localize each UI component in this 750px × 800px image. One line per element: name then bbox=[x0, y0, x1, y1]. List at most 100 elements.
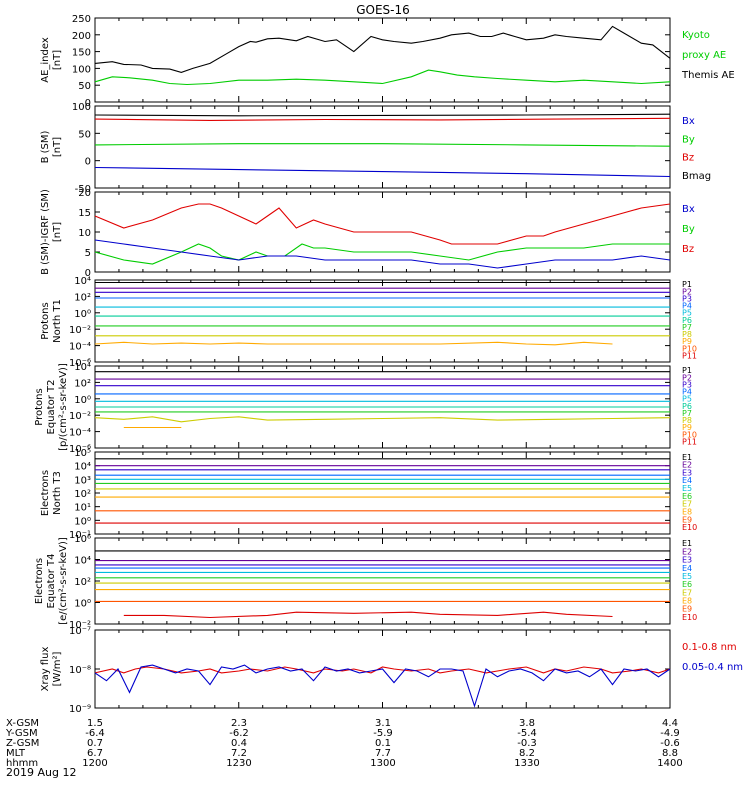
y-tick-label: 200 bbox=[72, 31, 91, 42]
y-tick-label: 10⁰ bbox=[74, 516, 91, 527]
legend-e2: E2 bbox=[682, 547, 692, 556]
y-tick-label: 10⁶ bbox=[74, 534, 91, 545]
ephem-label-z-gsm: Z-GSM bbox=[6, 738, 39, 749]
legend-p2: P2 bbox=[682, 287, 692, 296]
y-tick-label: 10⁻² bbox=[69, 620, 91, 631]
date-label: 2019 Aug 12 bbox=[6, 766, 76, 779]
legend-bx: Bx bbox=[682, 204, 695, 215]
panel-2: -50 0 50 100 B (SM) [nT] Bx By Bz Bmag bbox=[40, 102, 711, 195]
legend-kyoto-proxy-ae: proxy AE bbox=[682, 50, 726, 61]
ephem-value: -4.9 bbox=[660, 728, 680, 739]
legend-e3: E3 bbox=[682, 556, 692, 565]
legend-e10: E10 bbox=[682, 523, 697, 532]
ephem-value: 0.4 bbox=[231, 738, 247, 749]
ephem-value: 8.2 bbox=[519, 748, 535, 759]
series-e10 bbox=[123, 611, 613, 619]
legend-by: By bbox=[682, 224, 695, 235]
legend-p5: P5 bbox=[682, 395, 692, 404]
series-bz bbox=[94, 203, 671, 245]
plot-title: GOES-16 bbox=[356, 3, 410, 17]
legend-p5: P5 bbox=[682, 309, 692, 318]
ephem-value: 7.7 bbox=[375, 748, 391, 759]
y-axis-label: [nT] bbox=[52, 137, 63, 157]
legend-p7: P7 bbox=[682, 409, 692, 418]
y-axis-label: [W/m²] bbox=[52, 651, 63, 686]
panel-7: 10⁻² 10⁰ 10² 10⁴ 10⁶ Electrons Equator T4 [e/(c… bbox=[34, 534, 697, 631]
legend-by: By bbox=[682, 134, 695, 145]
legend-bz: Bz bbox=[682, 244, 694, 255]
panel-1: 0 50 100 150 200 250 AE_index [nT] Kyoto proxy AE… bbox=[40, 14, 735, 109]
y-tick-label: 100 bbox=[72, 64, 91, 75]
legend-p4: P4 bbox=[682, 388, 692, 397]
y-tick-label: 10⁴ bbox=[74, 556, 91, 567]
panel-frame bbox=[94, 17, 671, 103]
panel-frame bbox=[94, 105, 671, 189]
y-tick-label: 10² bbox=[74, 378, 91, 389]
y-tick-label: 50 bbox=[78, 129, 91, 140]
y-tick-label: 10⁻² bbox=[69, 325, 91, 336]
legend-p9: P9 bbox=[682, 423, 692, 432]
series-p9 bbox=[94, 341, 613, 346]
legend-p6: P6 bbox=[682, 402, 692, 411]
series-bmag bbox=[94, 113, 671, 117]
panel-8: 10⁻⁹ 10⁻⁸ 10⁻⁷ Xray flux [W/m²] 0.1-0.8 nm 0.0… bbox=[40, 626, 743, 715]
legend-e5: E5 bbox=[682, 484, 692, 493]
legend-p10: P10 bbox=[682, 344, 697, 353]
panel-4: 10⁻⁶ 10⁻⁴ 10⁻² 10⁰ 10² 10⁴ Protons North T1 P1P2… bbox=[40, 276, 697, 369]
legend-e6: E6 bbox=[682, 580, 692, 589]
ephem-value: 0.1 bbox=[375, 738, 391, 749]
series-bx bbox=[94, 239, 671, 269]
y-tick-label: 10⁰ bbox=[74, 309, 91, 320]
ephem-value: 1.5 bbox=[87, 718, 103, 729]
y-axis-label: Electrons bbox=[34, 558, 45, 604]
legend-e5: E5 bbox=[682, 572, 692, 581]
y-tick-label: 10³ bbox=[74, 475, 91, 486]
series-by bbox=[94, 243, 670, 265]
y-tick-label: 10⁰ bbox=[74, 599, 91, 610]
y-tick-label: 10 bbox=[78, 228, 91, 239]
panel-6: 10⁻¹ 10⁰ 10¹ 10² 10³ 10⁴ 10⁵ Electrons North T3 E… bbox=[40, 448, 697, 541]
y-tick-label: 10⁴ bbox=[74, 462, 91, 473]
panel-5: 10⁻⁶ 10⁻⁴ 10⁻² 10⁰ 10² 10⁴ Protons Equator T2 [p… bbox=[34, 362, 697, 455]
legend-e8: E8 bbox=[682, 597, 692, 606]
y-tick-label: 10¹ bbox=[74, 503, 91, 514]
ephem-value: -6.4 bbox=[85, 728, 105, 739]
y-tick-label: 50 bbox=[78, 81, 91, 92]
legend-p4: P4 bbox=[682, 302, 692, 311]
legend-bz: Bz bbox=[682, 153, 694, 164]
legend-p1: P1 bbox=[682, 366, 692, 375]
y-tick-label: 10⁻⁶ bbox=[69, 358, 91, 369]
ephem-value: -0.3 bbox=[517, 738, 537, 749]
legend-p2: P2 bbox=[682, 373, 692, 382]
series-0-05-0-4-nm bbox=[94, 664, 671, 708]
y-tick-label: 10⁻⁹ bbox=[69, 704, 91, 715]
legend-e9: E9 bbox=[682, 515, 692, 524]
y-axis-label: Protons bbox=[40, 302, 51, 339]
ephem-value: 4.4 bbox=[662, 718, 678, 729]
legend-0-1-0-8-nm: 0.1-0.8 nm bbox=[682, 642, 737, 653]
ephem-value: 1330 bbox=[514, 758, 539, 769]
y-axis-label: North T3 bbox=[52, 471, 63, 515]
legend-e7: E7 bbox=[682, 588, 692, 597]
series-kyoto-proxy-ae bbox=[94, 69, 671, 86]
y-tick-label: -50 bbox=[75, 184, 91, 195]
legend-p3: P3 bbox=[682, 380, 692, 389]
y-tick-label: 0 bbox=[85, 268, 91, 279]
legend-e8: E8 bbox=[682, 507, 692, 516]
legend-e4: E4 bbox=[682, 564, 692, 573]
y-tick-label: 10² bbox=[74, 577, 91, 588]
legend-e1: E1 bbox=[682, 453, 692, 462]
legend-p10: P10 bbox=[682, 430, 697, 439]
y-axis-label: [nT] bbox=[52, 50, 63, 70]
legend-p8: P8 bbox=[682, 416, 692, 425]
legend-e9: E9 bbox=[682, 605, 692, 614]
legend-e4: E4 bbox=[682, 476, 692, 485]
ephem-value: -5.9 bbox=[373, 728, 393, 739]
y-tick-label: 5 bbox=[85, 248, 91, 259]
y-axis-label: North T1 bbox=[52, 299, 63, 343]
y-axis-label: Protons bbox=[34, 388, 45, 425]
